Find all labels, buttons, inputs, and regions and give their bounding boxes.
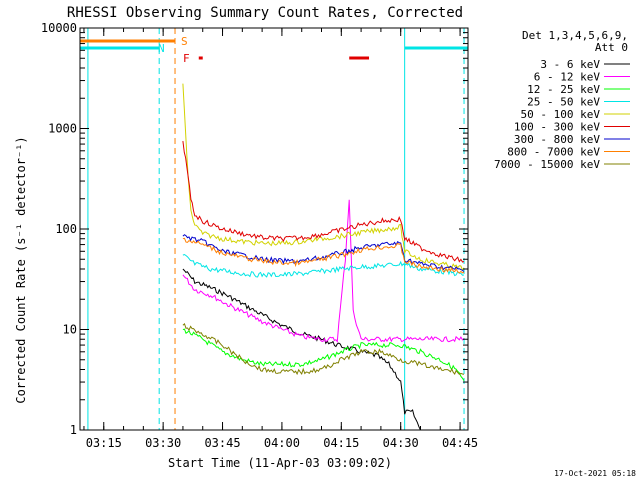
chart-title: RHESSI Observing Summary Count Rates, Co… xyxy=(67,5,463,21)
x-tick-label-0: 03:15 xyxy=(86,436,122,450)
y-tick-label-3: 1000 xyxy=(48,122,77,136)
legend-label-50-100-kev: 50 - 100 keV xyxy=(521,108,601,121)
series-line-12-25-kev xyxy=(182,328,465,382)
series-line-800-7000-kev xyxy=(182,237,465,274)
legend-label-800-7000-kev: 800 - 7000 keV xyxy=(507,146,600,159)
legend-label-6-12-kev: 6 - 12 keV xyxy=(534,71,601,84)
series-line-100-300-kev xyxy=(182,141,465,263)
x-tick-label-3: 04:00 xyxy=(264,436,300,450)
flag-n-label: N xyxy=(158,42,165,55)
legend-label-300-800-kev: 300 - 800 keV xyxy=(514,133,600,146)
x-axis: 03:15 03:30 03:45 04:00 04:15 04:30 04:45 xyxy=(83,28,478,450)
series-line-6-12-kev xyxy=(182,199,465,343)
series-line-7000-15000-kev xyxy=(182,323,465,376)
flag-n-bar-0 xyxy=(80,46,160,50)
legend-label-3-6-kev: 3 - 6 keV xyxy=(540,58,600,71)
x-tick-label-1: 03:30 xyxy=(145,436,181,450)
legend-title-line-2: Att 0 xyxy=(595,41,628,54)
flag-f-bar-0 xyxy=(198,56,203,60)
x-tick-label-5: 04:30 xyxy=(383,436,419,450)
y-axis: 1 10 100 1000 10000 xyxy=(41,21,468,437)
legend-label-25-50-kev: 25 - 50 keV xyxy=(527,96,600,109)
flag-f-bar-1 xyxy=(349,56,370,60)
legend-label-12-25-kev: 12 - 25 keV xyxy=(527,83,600,96)
y-tick-label-4: 10000 xyxy=(41,21,77,35)
x-tick-label-4: 04:15 xyxy=(323,436,359,450)
timestamp: 17-Oct-2021 05:18 xyxy=(554,469,636,478)
y-axis-label: Corrected Count Rate (s⁻¹ detector⁻¹) xyxy=(14,136,28,403)
flag-f-label: F xyxy=(183,52,190,65)
legend-label-7000-15000-kev: 7000 - 15000 keV xyxy=(494,158,600,171)
flag-s-label: S xyxy=(181,35,188,48)
series-line-25-50-kev xyxy=(182,253,465,278)
y-tick-label-2: 100 xyxy=(55,222,77,236)
x-axis-label: Start Time (11-Apr-03 03:09:02) xyxy=(168,456,392,470)
series-lines xyxy=(182,83,465,431)
flag-n-bar-1 xyxy=(404,46,468,50)
y-tick-label-0: 1 xyxy=(70,423,77,437)
y-tick-label-1: 10 xyxy=(63,323,77,337)
legend-title-line-1: Det 1,3,4,5,6,9, xyxy=(522,29,628,42)
flag-s-bar-0 xyxy=(80,39,176,43)
x-tick-label-2: 03:45 xyxy=(204,436,240,450)
series-line-50-100-kev xyxy=(182,83,465,272)
legend-label-100-300-kev: 100 - 300 keV xyxy=(514,121,600,134)
status-flags: SF N xyxy=(80,35,468,65)
x-tick-label-6: 04:45 xyxy=(442,436,478,450)
